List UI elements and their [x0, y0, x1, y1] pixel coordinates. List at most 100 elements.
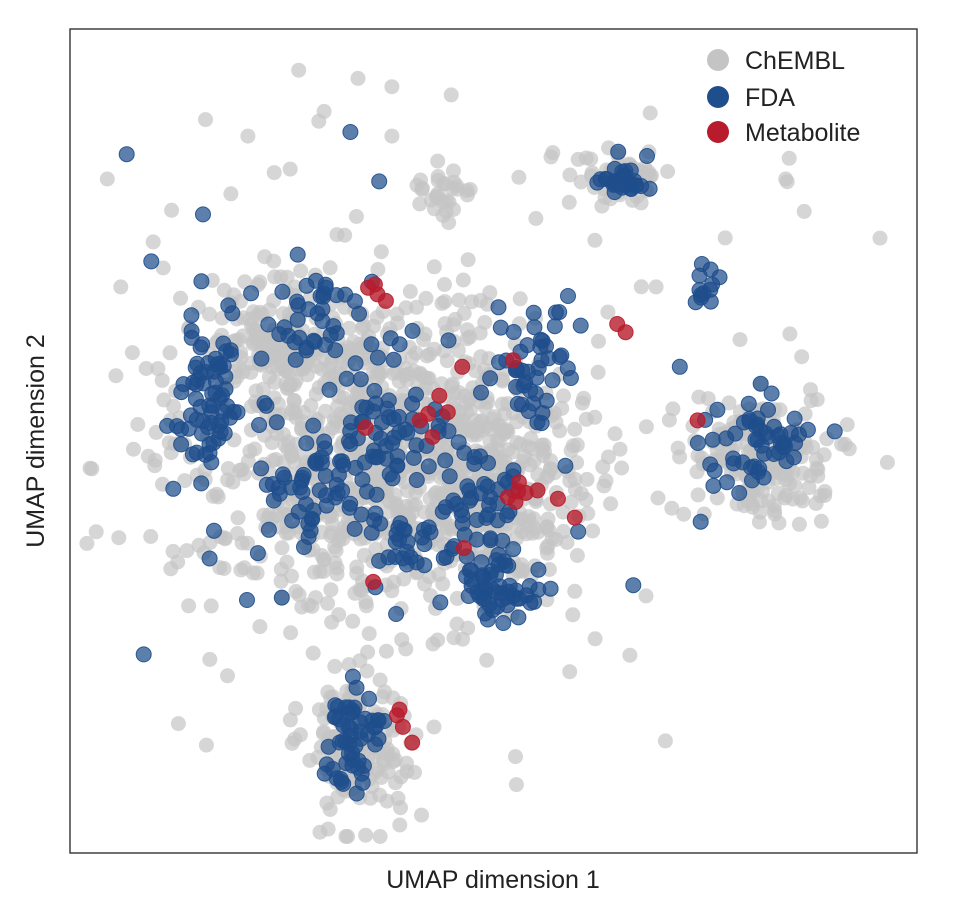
point-chembl	[156, 392, 172, 408]
point-fda	[369, 349, 386, 366]
legend-marker-chembl	[707, 49, 729, 71]
point-chembl	[275, 306, 291, 322]
point-fda	[514, 362, 531, 379]
point-fda	[546, 318, 563, 335]
point-chembl	[580, 505, 596, 521]
point-fda	[438, 549, 455, 566]
point-chembl	[556, 523, 572, 539]
point-fda	[365, 403, 382, 420]
point-chembl	[590, 364, 606, 380]
point-chembl	[320, 595, 336, 611]
point-chembl	[412, 196, 428, 212]
point-chembl	[462, 182, 478, 197]
point-fda	[385, 351, 402, 368]
point-chembl	[691, 389, 707, 405]
point-fda	[352, 371, 369, 388]
point-fda	[328, 770, 345, 787]
point-fda	[440, 332, 457, 349]
point-chembl	[426, 719, 442, 735]
point-chembl	[511, 169, 527, 185]
point-metabolite	[420, 405, 437, 422]
point-fda	[342, 436, 359, 452]
point-fda	[479, 478, 496, 495]
point-chembl	[567, 583, 583, 599]
point-chembl	[370, 262, 386, 277]
point-chembl	[108, 368, 124, 384]
point-metabolite	[357, 419, 374, 436]
point-fda	[432, 594, 449, 611]
point-fda	[352, 723, 369, 740]
point-chembl	[397, 474, 413, 490]
point-fda	[740, 395, 757, 412]
point-chembl	[460, 252, 476, 268]
point-fda	[370, 730, 387, 747]
point-chembl	[308, 590, 324, 606]
point-fda	[325, 318, 342, 335]
point-chembl	[500, 424, 516, 440]
point-fda	[408, 554, 425, 571]
point-chembl	[657, 733, 673, 749]
point-chembl	[198, 112, 213, 128]
point-chembl	[386, 574, 402, 590]
point-fda	[404, 322, 421, 339]
point-chembl	[565, 607, 581, 623]
point-fda	[572, 317, 589, 334]
point-chembl	[751, 514, 767, 530]
point-chembl	[690, 448, 706, 463]
point-fda	[344, 668, 361, 685]
point-chembl	[327, 658, 343, 674]
point-fda	[260, 316, 277, 333]
point-chembl	[323, 528, 339, 544]
point-chembl	[512, 291, 528, 307]
point-chembl	[345, 613, 361, 629]
point-fda	[519, 337, 536, 354]
point-chembl	[791, 516, 807, 532]
point-chembl	[274, 540, 290, 556]
point-chembl	[229, 526, 245, 541]
point-chembl	[409, 299, 424, 315]
point-fda	[434, 503, 451, 520]
point-fda	[706, 462, 723, 479]
point-chembl	[287, 279, 303, 295]
point-fda	[215, 335, 232, 352]
point-chembl	[813, 513, 829, 529]
point-chembl	[201, 306, 217, 322]
point-fda	[542, 580, 559, 597]
point-chembl	[595, 459, 611, 475]
point-fda	[284, 512, 301, 529]
point-chembl	[246, 304, 261, 320]
point-chembl	[319, 795, 335, 811]
point-fda	[303, 511, 320, 528]
point-fda	[276, 319, 293, 336]
point-fda	[437, 452, 454, 469]
point-chembl	[113, 279, 129, 295]
point-chembl	[173, 290, 188, 306]
point-chembl	[612, 441, 628, 457]
point-fda	[321, 381, 338, 398]
point-fda	[525, 395, 542, 412]
point-fda	[223, 346, 239, 363]
point-metabolite	[455, 540, 472, 557]
point-chembl	[766, 503, 782, 519]
point-fda	[473, 384, 489, 401]
point-fda	[718, 430, 735, 447]
point-fda	[370, 712, 387, 729]
point-chembl	[482, 421, 498, 437]
point-chembl	[147, 458, 163, 474]
point-chembl	[384, 79, 400, 95]
point-chembl	[202, 651, 218, 667]
point-fda	[346, 520, 363, 537]
point-chembl	[434, 376, 450, 392]
point-fda	[354, 774, 371, 791]
point-chembl	[422, 491, 438, 506]
point-chembl	[591, 333, 606, 349]
point-fda	[453, 502, 470, 519]
point-fda	[725, 455, 742, 472]
point-chembl	[438, 176, 454, 192]
point-fda	[559, 360, 576, 377]
point-fda	[538, 392, 555, 409]
point-chembl	[220, 668, 235, 684]
point-fda	[608, 176, 625, 193]
point-fda	[480, 455, 496, 471]
